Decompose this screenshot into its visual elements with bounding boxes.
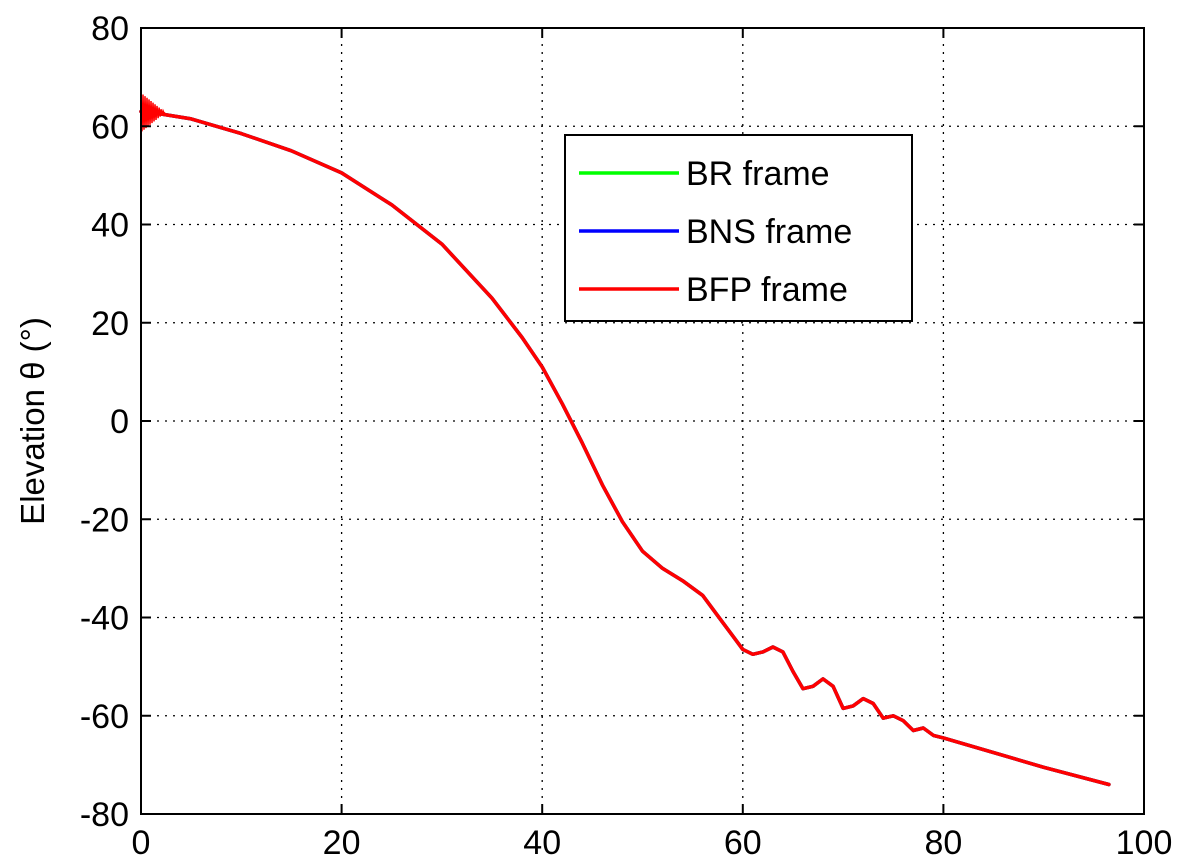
legend: BR frame BNS frame BFP frame (564, 134, 913, 322)
axes (140, 27, 1145, 815)
y-tick-label: -20 (80, 501, 129, 539)
y-axis-label: Elevation θ (°) (14, 317, 51, 525)
x-tick-label: 60 (724, 824, 762, 855)
y-tick-label: 40 (91, 207, 129, 245)
legend-label: BR frame (686, 155, 830, 193)
grid (141, 28, 1144, 814)
y-tick-label: 80 (91, 10, 129, 48)
series-start-oscillation (140, 92, 166, 132)
series-line (139, 109, 1111, 787)
legend-label: BFP frame (686, 271, 848, 309)
x-tick-label: 20 (323, 824, 361, 855)
axes-box (140, 27, 1145, 815)
y-tick-label: -80 (80, 796, 129, 834)
x-tick-label: 0 (132, 824, 151, 855)
tick-labels: 0 20 40 60 80 100 80 60 40 20 0 -20 -40 -60 -80 (80, 10, 1173, 855)
legend-label: BNS frame (686, 213, 852, 251)
x-tick-label: 40 (523, 824, 561, 855)
y-tick-label: 60 (91, 108, 129, 146)
y-tick-label: 20 (91, 305, 129, 343)
y-tick-label: -40 (80, 600, 129, 638)
x-tick-label: 100 (1116, 824, 1173, 855)
series-layer (139, 92, 1111, 787)
y-tick-label: 0 (110, 403, 129, 441)
y-tick-label: -60 (80, 698, 129, 736)
x-tick-label: 80 (924, 824, 962, 855)
